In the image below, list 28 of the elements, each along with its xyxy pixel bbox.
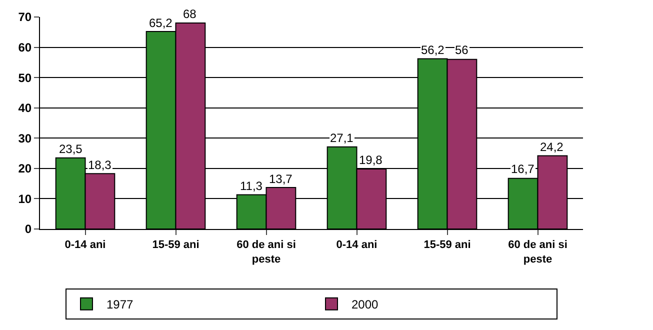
data-label: 16,7 [511,162,535,176]
y-tick-label: 10 [18,192,32,206]
legend-label: 1977 [106,298,134,312]
y-tick-label: 70 [18,10,32,24]
y-tick-label: 50 [18,70,32,85]
data-label: 18,3 [88,158,112,172]
data-label: 27,1 [330,131,354,145]
data-label: 23,5 [59,142,83,156]
data-label: 13,7 [269,172,293,186]
x-tick-label: 0-14 ani [64,239,106,252]
data-label: 56,2 [421,43,445,57]
x-tick-label: 15-59 ani [152,239,200,252]
data-label: 19,8 [359,153,383,167]
y-tick-label: 20 [18,162,32,176]
x-tick-label: 60 de ani si peste [508,239,568,266]
y-tick-label: 30 [18,131,32,146]
x-tick-label: 0-14 ani [336,239,378,252]
data-label: 56 [455,43,469,57]
data-label: 68 [183,7,197,21]
legend-label: 2000 [352,298,379,312]
y-tick-label: 40 [18,101,32,116]
data-label: 11,3 [240,179,263,193]
y-tick-label: 0 [24,222,32,236]
x-tick-label: 60 de ani si peste [236,239,296,266]
data-label: 65,2 [149,16,173,30]
y-tick-label: 60 [18,40,32,54]
data-label: 24,2 [540,140,564,154]
x-tick-label: 15-59 ani [424,239,471,252]
